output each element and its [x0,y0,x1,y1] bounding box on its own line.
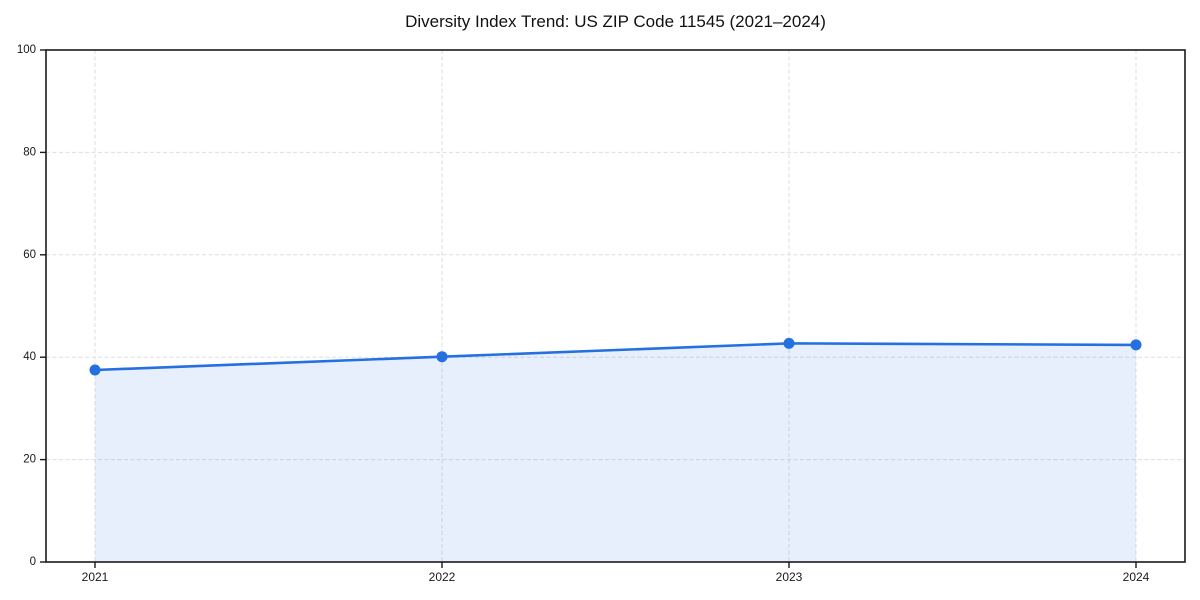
data-point-2023 [783,337,795,349]
x-tick-label: 2023 [776,570,803,584]
area-fill [95,343,1136,562]
y-tick-label: 80 [23,146,36,158]
y-tick-label: 60 [23,249,36,261]
y-tick-label: 100 [17,44,36,56]
x-tick-label: 2021 [82,570,109,584]
y-tick-label: 0 [30,556,36,568]
plot-border [45,49,1186,563]
data-point-2022 [436,351,448,363]
data-point-2024 [1130,339,1142,351]
y-tick-label: 20 [23,454,36,466]
trend-line [93,342,1138,372]
chart-title: Diversity Index Trend: US ZIP Code 11545… [405,12,826,31]
y-tick-label: 40 [23,351,36,363]
x-tick-label: 2024 [1123,570,1150,584]
data-point-2021 [89,364,101,376]
x-tick-label: 2022 [429,570,456,584]
